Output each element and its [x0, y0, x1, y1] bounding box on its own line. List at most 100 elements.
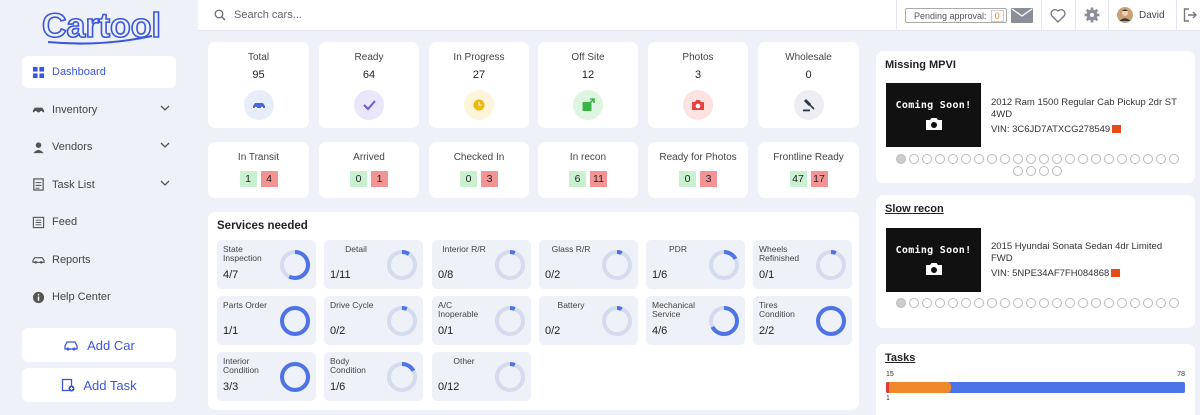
status-card-in-transit[interactable]: In Transit 1 4: [208, 142, 309, 198]
carousel-dot[interactable]: [1090, 154, 1101, 164]
carousel-dot[interactable]: [999, 298, 1010, 308]
chevron-down-icon[interactable]: [160, 180, 170, 186]
green-count-badge[interactable]: 0: [350, 171, 367, 187]
carousel-dot[interactable]: [1012, 298, 1023, 308]
service-detail[interactable]: Detail 1/11: [324, 240, 423, 289]
sidebar-item-task-list[interactable]: Task List: [22, 169, 176, 201]
carousel-dot[interactable]: [1168, 154, 1179, 164]
carousel-dot[interactable]: [1038, 298, 1049, 308]
carousel-dot[interactable]: [1051, 166, 1062, 176]
carousel-dot[interactable]: [973, 154, 984, 164]
carousel-dot[interactable]: [1142, 154, 1153, 164]
carousel-dot[interactable]: [1038, 166, 1049, 176]
gear-icon[interactable]: [1084, 7, 1100, 23]
carousel-dot[interactable]: [1129, 154, 1140, 164]
service-body-condition[interactable]: Body Condition 1/6: [324, 352, 423, 401]
service-tires-condition[interactable]: Tires Condition 2/2: [753, 296, 852, 345]
carousel-dot[interactable]: [1051, 154, 1062, 164]
car-photo-placeholder[interactable]: Coming Soon!: [886, 228, 981, 292]
stat-card-wholesale[interactable]: Wholesale 0: [758, 42, 859, 128]
carousel-dot[interactable]: [1051, 298, 1062, 308]
service-state-inspection[interactable]: State Inspection 4/7: [217, 240, 316, 289]
carousel-dot[interactable]: [921, 298, 932, 308]
carousel-dot[interactable]: [947, 298, 958, 308]
service-a-c-inoperable[interactable]: A/C Inoperable 0/1: [432, 296, 531, 345]
stat-card-photos[interactable]: Photos 3: [648, 42, 748, 128]
status-card-ready-for-photos[interactable]: Ready for Photos 0 3: [648, 142, 748, 198]
status-card-frontline-ready[interactable]: Frontline Ready 47 17: [758, 142, 859, 198]
service-pdr[interactable]: PDR 1/6: [646, 240, 745, 289]
chevron-down-icon[interactable]: [160, 105, 170, 111]
service-parts-order[interactable]: Parts Order 1/1: [217, 296, 316, 345]
car-description[interactable]: 2015 Hyundai Sonata Sedan 4dr Limited FW…: [991, 241, 1163, 264]
service-other[interactable]: Other 0/12: [432, 352, 531, 401]
carousel-dot[interactable]: [895, 154, 906, 164]
carousel-dot[interactable]: [921, 154, 932, 164]
carousel-dot[interactable]: [1025, 166, 1036, 176]
service-interior-condition[interactable]: Interior Condition 3/3: [217, 352, 316, 401]
carousel-dot[interactable]: [934, 154, 945, 164]
carfax-icon[interactable]: [1111, 269, 1121, 278]
service-mechanical-service[interactable]: Mechanical Service 4/6: [646, 296, 745, 345]
carousel-dot[interactable]: [908, 154, 919, 164]
carousel-dot[interactable]: [999, 154, 1010, 164]
carousel-dot[interactable]: [1090, 298, 1101, 308]
carousel-dot[interactable]: [934, 298, 945, 308]
carousel-dot[interactable]: [1142, 298, 1153, 308]
add-task-button[interactable]: Add Task: [22, 368, 176, 402]
cartool-logo[interactable]: Cartool: [40, 6, 160, 46]
service-battery[interactable]: Battery 0/2: [539, 296, 638, 345]
service-glass-r-r[interactable]: Glass R/R 0/2: [539, 240, 638, 289]
carousel-dot[interactable]: [1116, 154, 1127, 164]
heart-icon[interactable]: [1050, 8, 1066, 23]
sidebar-item-reports[interactable]: Reports: [22, 244, 176, 276]
carousel-dot[interactable]: [1025, 298, 1036, 308]
carousel-dot[interactable]: [1103, 154, 1114, 164]
carousel-dot[interactable]: [1168, 298, 1179, 308]
logout-icon[interactable]: [1183, 8, 1197, 22]
red-count-badge[interactable]: 3: [481, 171, 498, 187]
carousel-dot[interactable]: [1077, 298, 1088, 308]
red-count-badge[interactable]: 17: [810, 171, 828, 187]
slow-recon-title[interactable]: Slow recon: [885, 203, 944, 215]
mail-icon[interactable]: [1011, 8, 1033, 23]
tasks-title[interactable]: Tasks: [885, 352, 916, 364]
service-drive-cycle[interactable]: Drive Cycle 0/2: [324, 296, 423, 345]
search-input[interactable]: [234, 6, 634, 24]
carousel-dot[interactable]: [1064, 154, 1075, 164]
green-count-badge[interactable]: 6: [569, 171, 586, 187]
red-count-badge[interactable]: 1: [371, 171, 388, 187]
car-photo-placeholder[interactable]: Coming Soon!: [886, 83, 981, 147]
stat-card-off-site[interactable]: Off Site 12: [538, 42, 638, 128]
green-count-badge[interactable]: 0: [679, 171, 696, 187]
avatar[interactable]: [1117, 7, 1133, 23]
car-description[interactable]: 2012 Ram 1500 Regular Cab Pickup 2dr ST …: [991, 97, 1177, 120]
carousel-dot[interactable]: [973, 298, 984, 308]
carousel-dot[interactable]: [1012, 154, 1023, 164]
user-name[interactable]: David: [1139, 10, 1165, 21]
sidebar-item-inventory[interactable]: Inventory: [22, 94, 176, 126]
status-card-in-recon[interactable]: In recon 6 11: [538, 142, 638, 198]
carfax-icon[interactable]: [1112, 125, 1122, 134]
service-interior-r-r[interactable]: Interior R/R 0/8: [432, 240, 531, 289]
stat-card-ready[interactable]: Ready 64: [319, 42, 419, 128]
tasks-bar[interactable]: [886, 382, 1185, 393]
red-count-badge[interactable]: 4: [260, 171, 278, 187]
carousel-dot[interactable]: [947, 154, 958, 164]
carousel-dot[interactable]: [1064, 298, 1075, 308]
carousel-dot[interactable]: [895, 298, 906, 308]
carousel-dot[interactable]: [1025, 154, 1036, 164]
carousel-dot[interactable]: [1103, 298, 1114, 308]
sidebar-item-vendors[interactable]: Vendors: [22, 131, 176, 163]
chevron-down-icon[interactable]: [160, 142, 170, 148]
carousel-dot[interactable]: [986, 154, 997, 164]
sidebar-item-feed[interactable]: Feed: [22, 206, 176, 238]
sidebar-item-help-center[interactable]: Help Center: [22, 281, 176, 313]
red-count-badge[interactable]: 3: [700, 171, 717, 187]
carousel-dot[interactable]: [960, 154, 971, 164]
stat-card-in-progress[interactable]: In Progress 27: [429, 42, 529, 128]
carousel-dot[interactable]: [1155, 154, 1166, 164]
carousel-dot[interactable]: [1129, 298, 1140, 308]
carousel-dot[interactable]: [1077, 154, 1088, 164]
status-card-arrived[interactable]: Arrived 0 1: [319, 142, 419, 198]
